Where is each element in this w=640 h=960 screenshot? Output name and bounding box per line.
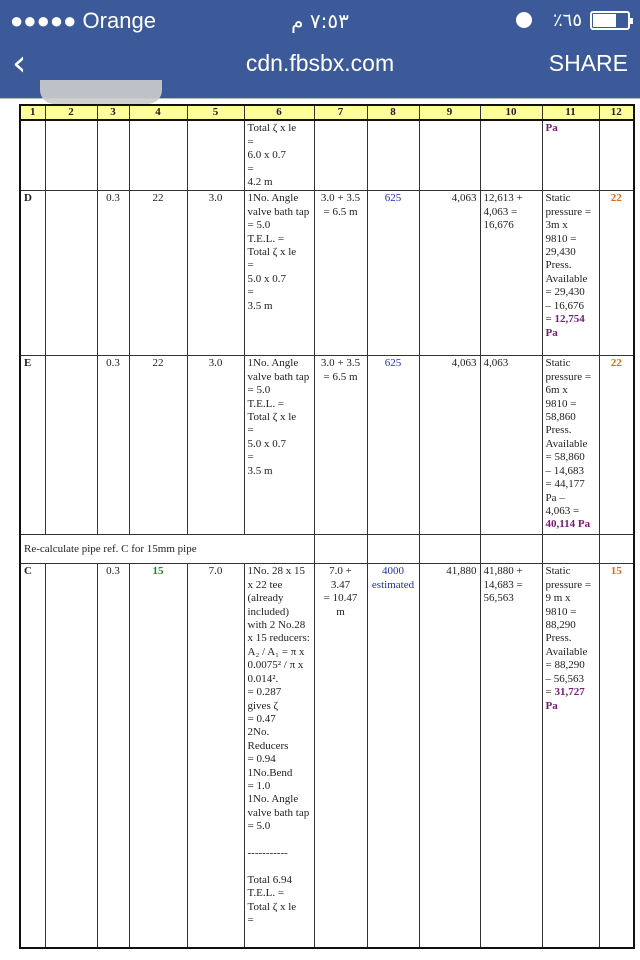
pipe-size-cell: 15 [128,563,188,949]
flow-rate-cell: 0.3 [96,563,130,949]
cumulative-loss-cell: 41,880 + 14,683 = 56,563 [479,563,543,949]
column-header: 5 [186,104,245,122]
column-header: 4 [128,104,188,122]
pressure-calc-text: Static pressure = 9 m x 9810 = 88,290 Pr… [545,565,592,699]
pressure-loss-per-m-cell: 625 [366,355,420,536]
pressure-loss-cell: 4,063 [418,190,481,357]
battery-icon [590,11,633,30]
pressure-result: Pa [545,122,558,135]
pressure-available-cell: Static pressure = 9 m x 9810 = 88,290 Pr… [541,563,600,949]
column-header: 3 [96,104,130,122]
pressure-available-cell: Pa [541,119,600,192]
final-size-cell: 15 [598,563,635,949]
pipe-ref-cell: E [19,355,46,536]
effective-length-cell: 7.0 + 3.47 = 10.47 m [313,563,368,949]
empty-cell [541,534,600,565]
pressure-result: 31,727 Pa [545,686,585,712]
table-row: Total ζ x le = 6.0 x 0.7 = 4.2 m Pa [19,119,635,192]
fittings-cell: 1No. Angle valve bath tap = 5.0 T.E.L. =… [243,190,315,357]
cumulative-loss-cell [479,119,543,192]
fittings-cell: 1No. Angle valve bath tap = 5.0 T.E.L. =… [243,355,315,536]
divider [0,98,640,99]
pressure-loss-per-m-cell: 625 [366,190,420,357]
table-row: E 0.3 22 3.0 1No. Angle valve bath tap = 5.0… [19,355,635,536]
pressure-loss-per-m-cell: 4000 estimated [366,563,420,949]
note-text: Re-calculate pipe ref. C for 15mm pipe [19,534,315,565]
empty-cell [313,534,368,565]
flow-rate-cell: 0.3 [96,355,130,536]
cumulative-loss-cell: 4,063 [479,355,543,536]
page-url: cdn.fbsbx.com [245,50,395,76]
flow-rate-cell [96,119,130,192]
table-row: C 0.3 15 7.0 1No. 28 x 15 x 22 tee (already … [19,563,635,949]
final-size-cell: 22 [598,190,635,357]
empty-cell [44,119,98,192]
empty-cell [44,355,98,536]
pressure-result: 12,754 Pa [545,313,585,339]
pipe-size-cell [128,119,188,192]
flow-rate-cell: 0.3 [96,190,130,357]
pressure-available-cell: Static pressure = 3m x 9810 = 29,430 Pre… [541,190,600,357]
pipe-ref-cell [19,119,46,192]
header-row: 1 2 3 4 5 6 7 8 9 10 11 12 [19,104,635,122]
effective-length-cell [313,119,368,192]
empty-cell [598,534,635,565]
column-header: 7 [313,104,368,122]
column-header: 1 [19,104,46,122]
note-row: Re-calculate pipe ref. C for 15mm pipe [19,534,635,565]
pressure-calc-text: Static pressure = 3m x 9810 = 29,430 Pre… [545,192,592,326]
fittings-cell: 1No. 28 x 15 x 22 tee (already included)… [243,563,315,949]
column-header: 12 [598,104,635,122]
battery-percent: ٪٦٥ [552,10,582,31]
back-button[interactable]: ‹ [12,43,27,84]
final-size-cell: 22 [598,355,635,536]
share-button[interactable]: SHARE [548,50,628,76]
column-header: 11 [541,104,600,122]
pipe-ref-cell: D [19,190,46,357]
empty-cell [44,190,98,357]
clock: ٧:٥٣ م [291,9,349,33]
length-cell [186,119,245,192]
effective-length-cell: 3.0 + 3.5 = 6.5 m [313,355,368,536]
empty-cell [366,534,420,565]
alarm-icon [516,12,532,28]
empty-cell [479,534,543,565]
empty-cell [44,563,98,949]
empty-cell [418,534,481,565]
column-header: 2 [44,104,98,122]
column-header: 10 [479,104,543,122]
pressure-loss-cell: 41,880 [418,563,481,949]
column-header: 9 [418,104,481,122]
final-size-cell [598,119,635,192]
column-header: 8 [366,104,420,122]
effective-length-cell: 3.0 + 3.5 = 6.5 m [313,190,368,357]
fittings-cell: Total ζ x le = 6.0 x 0.7 = 4.2 m [243,119,315,192]
pipe-size-cell: 22 [128,190,188,357]
pipe-ref-cell: C [19,563,46,949]
pipe-size-cell: 22 [128,355,188,536]
pressure-loss-cell [418,119,481,192]
pressure-loss-cell: 4,063 [418,355,481,536]
length-cell: 3.0 [186,355,245,536]
length-cell: 7.0 [186,563,245,949]
pressure-available-cell: Static pressure = 6m x 9810 = 58,860 Pre… [541,355,600,536]
pipe-sizing-table: 1 2 3 4 5 6 7 8 9 10 11 12 Total ζ x le = 6.0 x 0.7… [19,104,635,949]
pressure-result: 40,114 Pa [545,518,591,531]
pressure-calc-text: Static pressure = 6m x 9810 = 58,860 Pre… [545,357,592,517]
column-header: 6 [243,104,315,122]
table-row: D 0.3 22 3.0 1No. Angle valve bath tap = 5.0… [19,190,635,357]
carrier-label: ●●●●● Orange [10,8,156,33]
pressure-loss-per-m-cell [366,119,420,192]
cumulative-loss-cell: 12,613 + 4,063 = 16,676 [479,190,543,357]
pull-tab[interactable] [40,80,162,104]
length-cell: 3.0 [186,190,245,357]
